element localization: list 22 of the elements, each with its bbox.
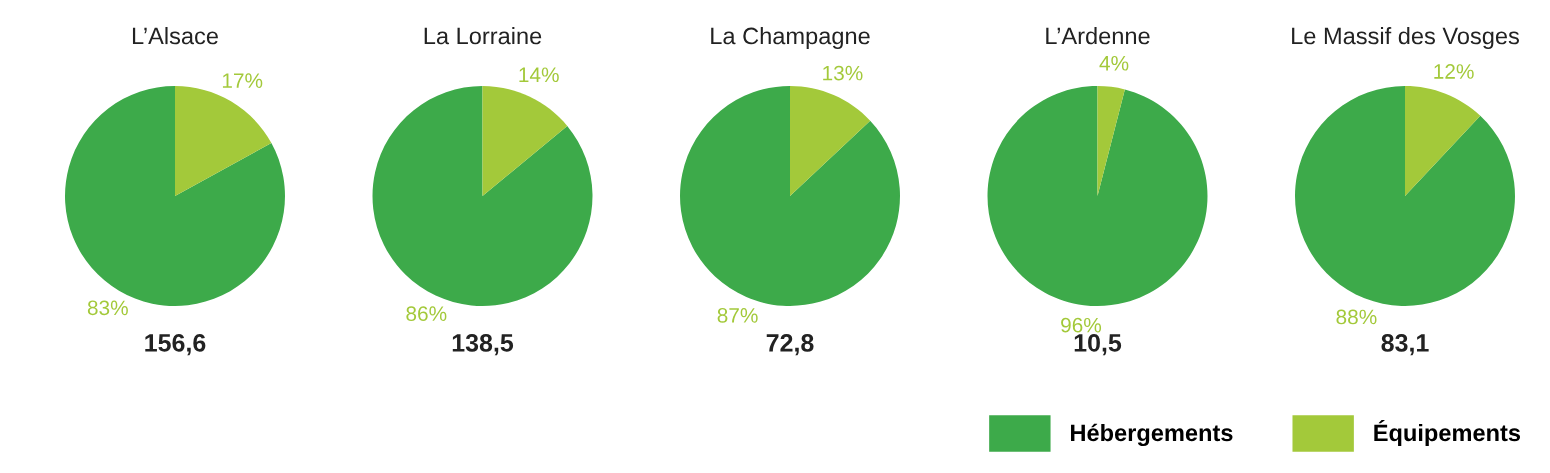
text: 156,6 — [145, 334, 206, 356]
data-label: 83% — [87, 300, 128, 316]
legend-label: Hébergements — [1071, 423, 1233, 447]
data-label: 86% — [406, 306, 447, 322]
data-label: 88% — [1336, 309, 1377, 325]
data-label: 13% — [823, 65, 863, 81]
data-label: 17% — [222, 73, 263, 88]
legend-label: Équipements — [1374, 420, 1521, 446]
chart-title: La Champagne — [711, 27, 870, 49]
text: 72,8 — [766, 334, 814, 356]
data-label: 14% — [519, 67, 559, 83]
text: 83,1 — [1381, 334, 1429, 356]
data-label: 87% — [717, 307, 758, 323]
chart-title: L’Ardenne — [1046, 27, 1150, 45]
chart-title: Le Massif des Vosges — [1292, 27, 1519, 49]
data-label: 96% — [1061, 317, 1102, 333]
chart-title: L’Alsace — [132, 27, 218, 45]
chart-title: La Lorraine — [424, 27, 542, 45]
data-label: 12% — [1434, 64, 1474, 79]
data-label: 4% — [1099, 55, 1129, 71]
text: 138,5 — [452, 334, 514, 356]
text: 10,5 — [1074, 334, 1122, 356]
